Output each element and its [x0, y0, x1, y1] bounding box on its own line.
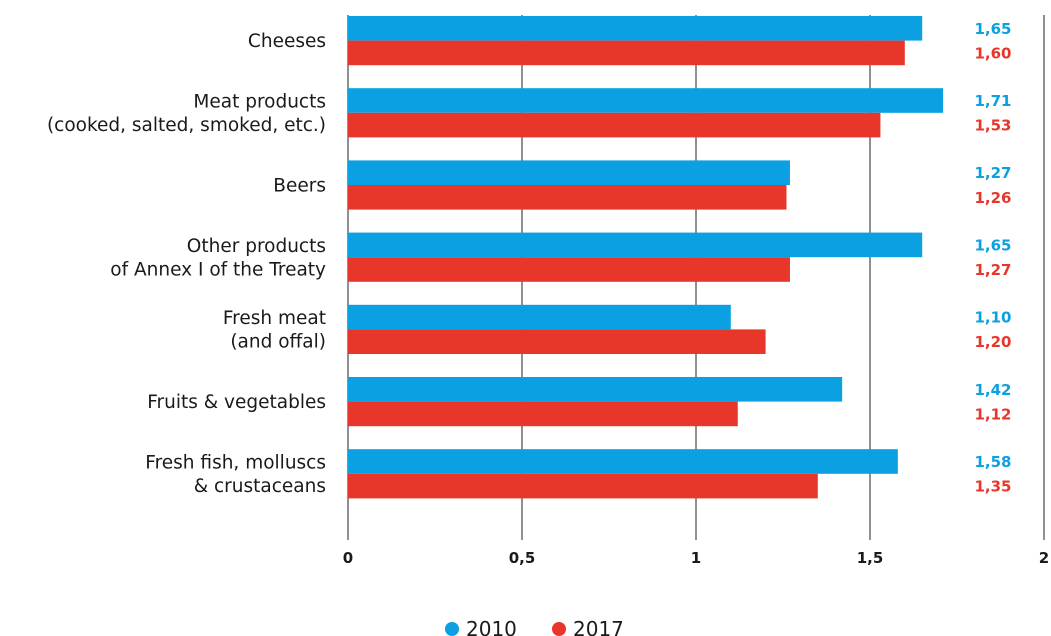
category-label: Meat products: [193, 92, 326, 113]
value-label-2010: 1,65: [974, 20, 1011, 38]
bars: [348, 16, 944, 499]
bar-2017: [348, 112, 881, 138]
value-label-2017: 1,20: [974, 333, 1011, 351]
category-label: & crustaceans: [194, 476, 326, 497]
value-label-2010: 1,58: [974, 453, 1011, 471]
bar-2010: [348, 88, 944, 113]
x-tick-label: 2: [1039, 549, 1049, 567]
x-tick-label: 0,5: [509, 549, 536, 567]
legend: 2010 2017: [445, 617, 624, 636]
value-label-2017: 1,12: [974, 405, 1011, 423]
bar-2010: [348, 16, 923, 41]
x-axis-ticks: 0 0,5 1 1,5 2: [343, 549, 1049, 567]
legend-swatch-2010: [445, 622, 459, 636]
x-tick-label: 1: [691, 549, 701, 567]
value-label-2017: 1,35: [974, 478, 1011, 496]
category-label: Fresh fish, molluscs: [145, 453, 326, 474]
bar-2017: [348, 329, 766, 354]
category-label: Fruits & vegetables: [147, 392, 326, 413]
value-label-2017: 1,26: [974, 189, 1011, 207]
legend-swatch-2017: [552, 622, 566, 636]
value-label-2010: 1,71: [974, 92, 1011, 110]
bar-2017: [348, 185, 787, 210]
value-label-2017: 1,60: [974, 44, 1011, 62]
bar-2017: [348, 473, 818, 499]
bar-2017: [348, 257, 790, 282]
bar-2010: [348, 449, 898, 474]
category-label: Fresh meat: [223, 308, 326, 329]
category-label: Cheeses: [248, 31, 326, 52]
bar-2017: [348, 401, 738, 427]
value-label-2010: 1,65: [974, 236, 1011, 254]
category-label: of Annex I of the Treaty: [110, 259, 326, 280]
bar-2017: [348, 40, 905, 66]
legend-label-2017: 2017: [573, 617, 624, 636]
category-label: (cooked, salted, smoked, etc.): [47, 115, 326, 136]
bar-2010: [348, 160, 790, 185]
value-label-2017: 1,27: [974, 261, 1011, 279]
bar-2010: [348, 232, 923, 258]
value-label-2010: 1,42: [974, 381, 1011, 399]
value-label-2010: 1,27: [974, 164, 1011, 182]
bar-2010: [348, 304, 731, 330]
x-tick-label: 0: [343, 549, 353, 567]
x-tick-label: 1,5: [857, 549, 884, 567]
bar-2010: [348, 377, 843, 402]
category-label: (and offal): [230, 332, 326, 353]
value-label-2017: 1,53: [974, 117, 1011, 135]
legend-label-2010: 2010: [466, 617, 517, 636]
category-label: Other products: [187, 236, 326, 257]
category-labels: Cheeses Meat products(cooked, salted, smo…: [47, 31, 326, 497]
value-labels: 1,65 1,60 1,71 1,53 1,27 1,26 1,65 1,27 1,10 1,20…: [974, 20, 1011, 496]
category-label: Beers: [273, 176, 326, 197]
value-label-2010: 1,10: [974, 309, 1011, 327]
